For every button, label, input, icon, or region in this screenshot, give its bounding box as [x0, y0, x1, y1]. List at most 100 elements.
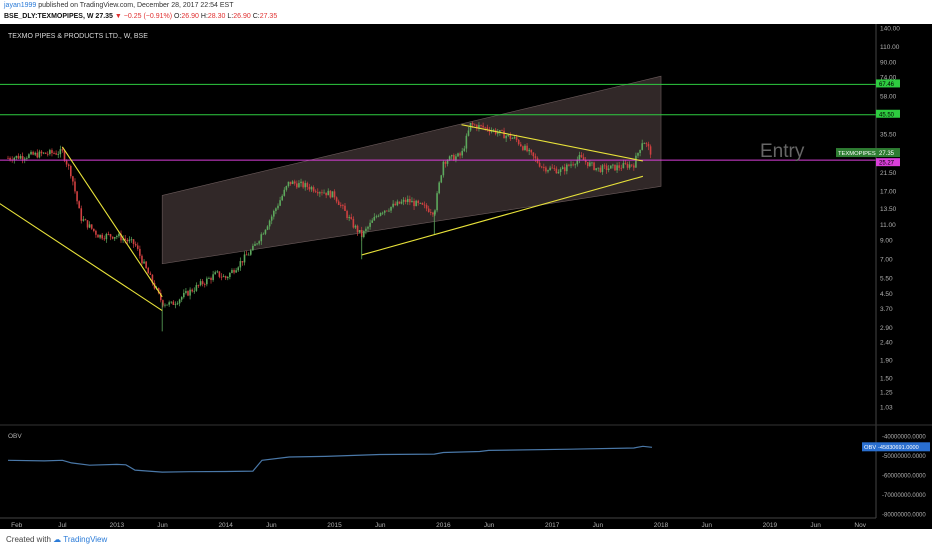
time-tick-label: 2015	[327, 522, 342, 529]
obv-pane-label: OBV	[8, 433, 22, 440]
candle-body	[13, 157, 16, 161]
time-tick-label: Jul	[58, 522, 67, 529]
candle-body	[576, 159, 579, 165]
candle-body	[67, 164, 70, 166]
trendline	[0, 203, 163, 312]
candle-body	[170, 301, 173, 303]
candle-body	[126, 239, 129, 242]
price-tick-label: 13.50	[880, 206, 897, 213]
tradingview-brand[interactable]: TradingView	[63, 535, 108, 544]
candle-body	[214, 272, 217, 275]
candle-body	[563, 167, 566, 172]
candle-body	[515, 137, 518, 140]
candle-body	[559, 169, 562, 173]
candle-body	[538, 162, 541, 167]
candle-body	[578, 154, 581, 160]
candle-body	[337, 201, 340, 205]
candle-body	[455, 156, 457, 161]
price-tick-label: 5.50	[880, 275, 893, 282]
time-tick-label: Feb	[11, 522, 23, 529]
candle-body	[365, 228, 367, 232]
candle-body	[620, 167, 623, 169]
candle-body	[413, 200, 415, 207]
candle-body	[17, 155, 20, 159]
candle-body	[162, 300, 164, 306]
candle-body	[44, 152, 47, 154]
candle-body	[136, 245, 139, 249]
candle-body	[350, 217, 353, 219]
candle-body	[429, 212, 432, 213]
price-change: −0.25 (−0.91%)	[123, 13, 173, 20]
candle-body	[419, 202, 422, 204]
candle-body	[325, 192, 327, 196]
candle-body	[450, 155, 453, 157]
author-link[interactable]: jayan1999	[4, 2, 37, 9]
candle-body	[436, 193, 438, 211]
candle-body	[360, 229, 363, 237]
candle-body	[285, 186, 288, 190]
candle-body	[189, 289, 191, 296]
candle-body	[289, 181, 292, 185]
candle-body	[425, 205, 428, 209]
candle-body	[264, 229, 267, 234]
candle-body	[222, 276, 225, 278]
candle-body	[643, 143, 646, 145]
last-price-badge-text: 27.35	[879, 151, 895, 157]
candle-body	[279, 200, 281, 206]
candle-body	[329, 190, 332, 198]
candle-body	[540, 166, 543, 168]
candle-body	[626, 163, 629, 168]
candle-body	[323, 192, 325, 194]
candle-body	[124, 238, 127, 240]
candle-body	[141, 255, 143, 264]
obv-value-badge	[876, 442, 930, 452]
obv-tick-label: -80000000.0000	[882, 513, 926, 519]
candle-body	[97, 234, 99, 238]
candle-body	[199, 281, 202, 286]
candle-body	[396, 201, 399, 206]
candle-body	[553, 168, 556, 169]
candle-body	[178, 299, 181, 304]
candle-body	[61, 149, 64, 151]
price-tick-label: 58.00	[880, 94, 897, 101]
time-tick-label: Jun	[157, 522, 168, 529]
candle-body	[34, 152, 37, 155]
candle-body	[243, 254, 246, 263]
candle-body	[607, 168, 610, 171]
candle-body	[201, 281, 204, 285]
symbol-badge	[836, 148, 876, 158]
level-badge-text: 67.46	[879, 82, 895, 88]
candle-body	[314, 191, 317, 193]
candle-body	[574, 164, 577, 166]
time-tick-label: Jun	[266, 522, 277, 529]
candle-body	[76, 191, 78, 202]
candle-body	[26, 157, 28, 159]
candle-body	[572, 164, 574, 166]
candle-body	[580, 154, 583, 158]
created-with-text: Created with	[6, 535, 51, 544]
close-value: 27.35	[259, 13, 278, 20]
candle-body	[128, 239, 131, 242]
candle-body	[547, 170, 549, 172]
candle-body	[216, 271, 219, 273]
candle-body	[275, 208, 277, 211]
candle-body	[118, 233, 120, 237]
candle-body	[220, 276, 223, 278]
candle-body	[296, 183, 298, 188]
candle-body	[616, 165, 618, 171]
candle-body	[352, 218, 355, 228]
publish-info: jayan1999 published on TradingView.com, …	[4, 2, 233, 9]
price-candles	[7, 121, 652, 332]
candle-body	[180, 297, 183, 300]
candle-body	[595, 168, 597, 171]
candle-body	[549, 167, 551, 171]
candle-body	[95, 230, 97, 235]
candle-body	[333, 191, 336, 198]
candle-body	[618, 165, 620, 168]
candle-body	[415, 200, 417, 207]
candle-body	[166, 304, 168, 306]
candle-body	[377, 215, 380, 217]
candle-body	[254, 244, 256, 246]
candle-body	[612, 164, 614, 166]
